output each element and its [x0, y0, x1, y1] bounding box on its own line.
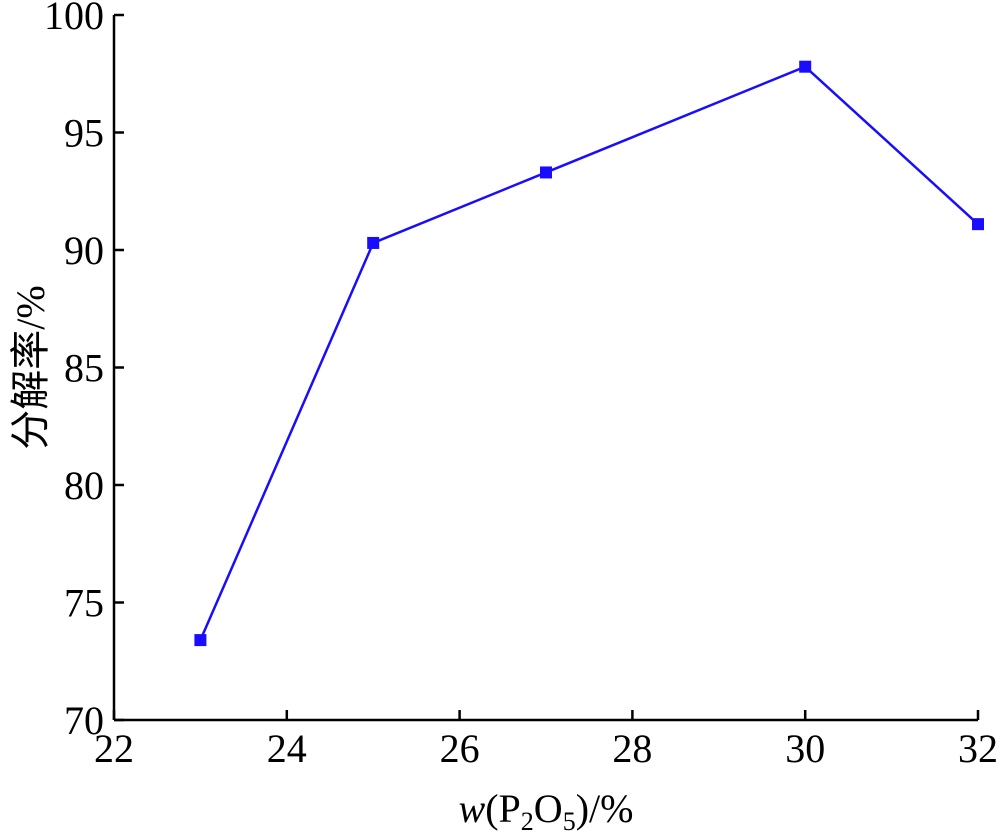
x-axis-title: w(P2O5)/%: [459, 786, 634, 833]
x-tick-label: 32: [958, 726, 998, 771]
x-tick-label: 28: [612, 726, 652, 771]
y-tick-label: 90: [64, 228, 104, 273]
data-point: [367, 236, 380, 249]
x-ticks: 22 24 26 28 30 32: [94, 710, 998, 771]
y-tick-label: 95: [64, 111, 104, 156]
x-axis-title-var: w: [459, 786, 486, 831]
x-axis-title-close: )/%: [576, 786, 634, 831]
x-tick-label: 22: [94, 726, 134, 771]
data-point: [540, 166, 552, 179]
x-tick-label: 24: [267, 726, 307, 771]
y-ticks: 70 75 80 85 90 95 100: [44, 0, 124, 743]
x-axis-title-mid: O: [534, 786, 563, 831]
y-tick-label: 85: [64, 346, 104, 391]
x-tick-label: 30: [785, 726, 825, 771]
x-axis-title-sub2: 5: [563, 807, 576, 833]
series-line: [199, 65, 979, 641]
axes: [112, 15, 978, 722]
y-tick-label: 70: [64, 698, 104, 743]
data-point: [972, 218, 984, 231]
x-axis-title-sub1: 2: [521, 807, 534, 833]
data-point: [194, 634, 207, 647]
y-tick-label: 80: [64, 463, 104, 508]
y-tick-label: 100: [44, 0, 104, 38]
data-point: [799, 60, 812, 73]
y-tick-label: 75: [64, 581, 104, 626]
series-layer: [194, 60, 984, 647]
x-tick-label: 26: [440, 726, 480, 771]
x-axis-title-open: (P: [485, 786, 521, 831]
y-axis-title: 分解率/%: [8, 285, 53, 449]
